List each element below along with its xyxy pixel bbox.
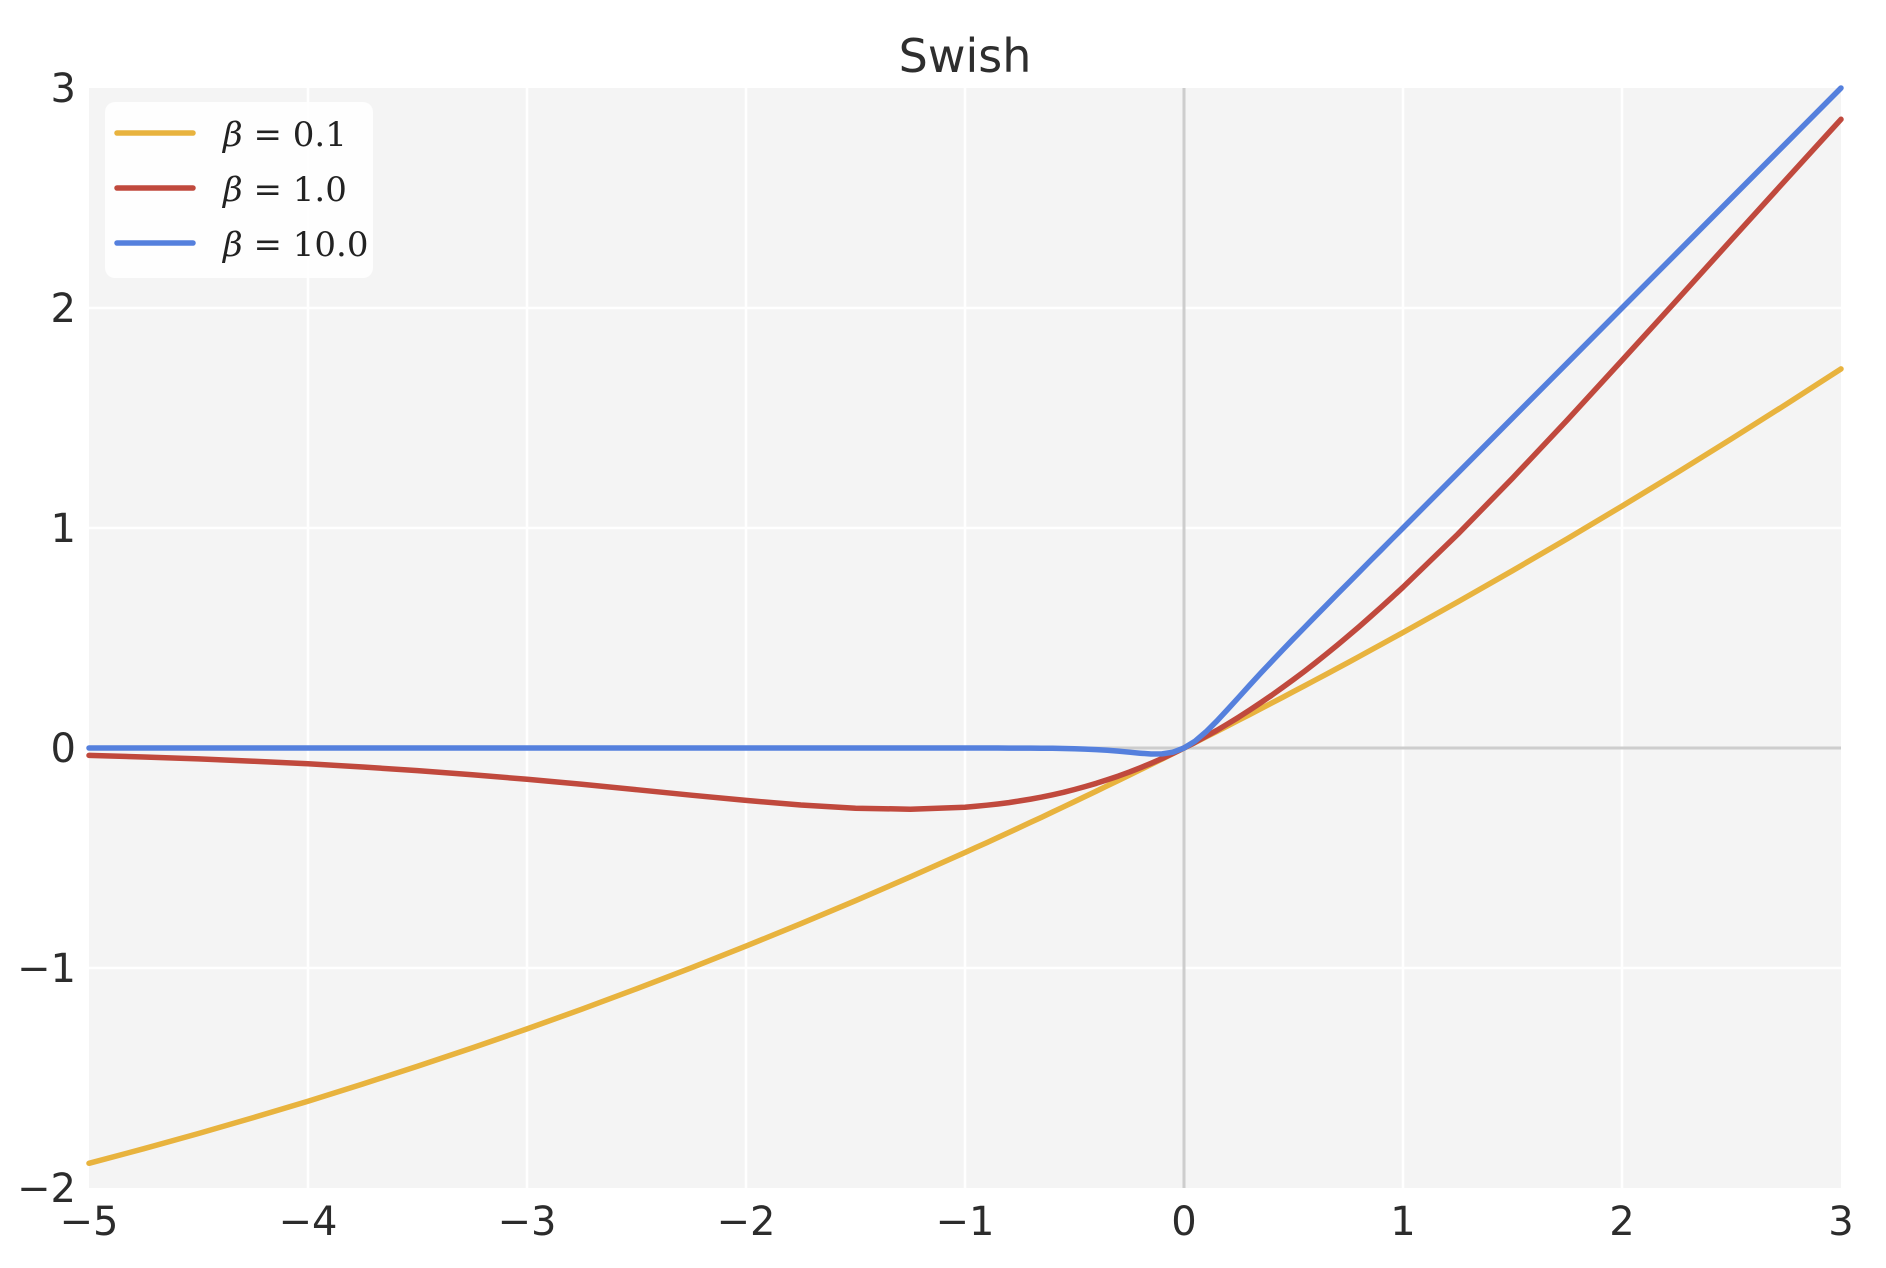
y-tick-label: −1: [17, 946, 76, 992]
beta-symbol: β: [221, 115, 243, 155]
y-axis-tick-labels: −2 −1 0 1 2 3: [17, 66, 76, 1212]
y-tick-label: 2: [51, 286, 76, 332]
legend-box: [105, 102, 373, 278]
legend-label-value: = 1.0: [243, 170, 347, 210]
y-tick-label: −2: [17, 1166, 76, 1212]
x-tick-label: −2: [717, 1199, 776, 1245]
x-tick-label: −5: [60, 1199, 119, 1245]
chart-title: Swish: [899, 29, 1032, 83]
x-tick-label: −4: [279, 1199, 338, 1245]
x-tick-label: −3: [498, 1199, 557, 1245]
x-tick-label: 2: [1609, 1199, 1634, 1245]
x-tick-label: −1: [936, 1199, 995, 1245]
beta-symbol: β: [221, 170, 243, 210]
x-tick-label: 1: [1390, 1199, 1415, 1245]
legend-label-value: = 0.1: [243, 115, 347, 155]
legend-label-beta-0.1: β = 0.1: [221, 115, 347, 155]
x-axis-tick-labels: −5 −4 −3 −2 −1 0 1 2 3: [60, 1199, 1854, 1245]
curve-beta-10.0: [86, 85, 1844, 757]
y-tick-label: 1: [51, 506, 76, 552]
gridlines: [89, 88, 1841, 1188]
x-tick-label: 0: [1171, 1199, 1196, 1245]
curve-beta-1.0: [86, 116, 1844, 812]
legend-label-value: = 10.0: [243, 225, 369, 265]
legend-label-beta-10.0: β = 10.0: [221, 225, 368, 265]
legend-label-beta-1.0: β = 1.0: [221, 170, 347, 210]
legend: β = 0.1 β = 1.0 β = 10.0: [105, 102, 373, 278]
curves: [86, 85, 1844, 1167]
y-tick-label: 0: [51, 726, 76, 772]
y-tick-label: 3: [51, 66, 76, 112]
x-tick-label: 3: [1828, 1199, 1853, 1245]
beta-symbol: β: [221, 225, 243, 265]
